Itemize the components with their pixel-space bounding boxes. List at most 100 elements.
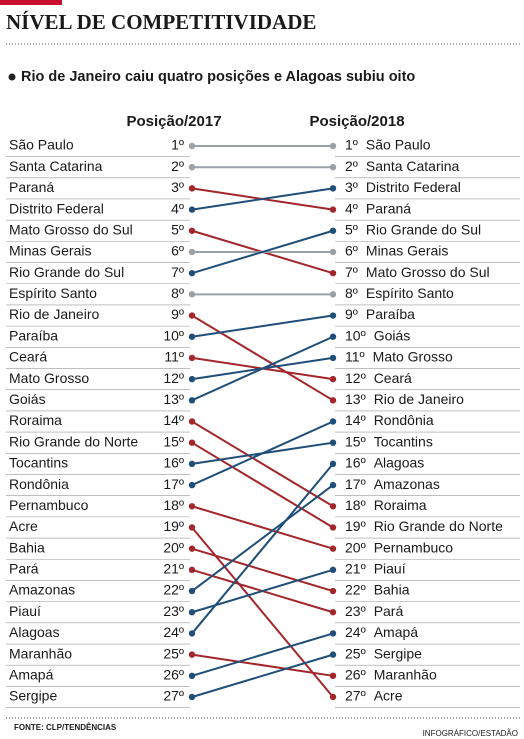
state-name-2018: Rio Grande do Sul xyxy=(366,221,481,237)
state-name-2017: Pará xyxy=(9,561,39,577)
dot-2017 xyxy=(188,269,196,277)
rank-2017: 3º xyxy=(171,179,184,195)
rank-2018: 8º xyxy=(345,285,358,301)
state-name-2017: Distrito Federal xyxy=(9,200,104,216)
state-name-2018: Pernambuco xyxy=(374,539,454,555)
rank-2018: 13º xyxy=(345,391,366,407)
state-name-2017: Tocantins xyxy=(9,455,68,471)
rank-2018: 23º xyxy=(345,603,366,619)
state-name-2017: Sergipe xyxy=(9,688,57,704)
rank-2018: 22º xyxy=(345,582,366,598)
state-name-2018: Tocantins xyxy=(374,433,433,449)
rank-2018: 11º xyxy=(345,349,365,365)
rank-2017: 23º xyxy=(163,603,184,619)
dot-2018 xyxy=(329,524,337,531)
dot-2017 xyxy=(188,163,196,171)
dot-2017 xyxy=(188,185,196,192)
dot-2018 xyxy=(329,545,337,552)
chart-title: NÍVEL DE COMPETITIVIDADE xyxy=(6,10,316,34)
dot-2017 xyxy=(188,503,196,510)
slope-line xyxy=(191,484,334,592)
dot-2018 xyxy=(329,460,337,468)
dot-2018 xyxy=(329,333,337,340)
rank-2017: 19º xyxy=(163,518,184,534)
state-name-2017: Rio Grande do Norte xyxy=(9,433,138,449)
state-name-2018: Rio de Janeiro xyxy=(374,391,464,407)
accent-bar xyxy=(0,0,62,5)
state-name-2017: Maranhão xyxy=(9,645,72,661)
dot-2017 xyxy=(188,693,196,701)
state-name-2018: São Paulo xyxy=(366,137,431,153)
state-name-2017: Piauí xyxy=(9,603,41,619)
rank-2018: 4º xyxy=(345,200,358,216)
dot-2018 xyxy=(329,651,337,658)
dot-2017 xyxy=(188,291,196,298)
slope-line xyxy=(191,314,334,402)
rank-2018: 16º xyxy=(345,455,366,471)
dot-2017 xyxy=(188,672,196,680)
state-name-2018: Minas Gerais xyxy=(366,243,448,259)
state-name-2018: Alagoas xyxy=(374,455,425,471)
rank-2017: 10º xyxy=(163,327,184,343)
rank-2017: 17º xyxy=(163,476,184,492)
dot-2018 xyxy=(329,630,337,637)
slope-line xyxy=(191,441,334,529)
rank-2017: 5º xyxy=(171,221,184,237)
dot-2017 xyxy=(188,545,196,552)
rank-2017: 22º xyxy=(163,582,184,598)
rank-2018: 6º xyxy=(345,243,358,259)
rank-2018: 5º xyxy=(345,221,358,237)
dot-2018 xyxy=(329,206,337,213)
rank-2017: 13º xyxy=(163,391,184,407)
state-name-2017: Mato Grosso xyxy=(9,370,89,386)
slope-line xyxy=(191,505,334,550)
state-name-2018: Espírito Santo xyxy=(366,285,454,301)
state-name-2018: Acre xyxy=(374,688,403,704)
rank-2017: 9º xyxy=(171,306,184,322)
dot-2017 xyxy=(188,524,196,531)
dot-2018 xyxy=(329,397,337,404)
rank-2018: 10º xyxy=(345,327,366,343)
slope-line xyxy=(191,187,334,211)
state-name-2018: Santa Catarina xyxy=(366,158,460,174)
lines xyxy=(191,145,334,698)
rank-2018: 1º xyxy=(345,137,358,153)
dot-2017 xyxy=(188,312,196,319)
dot-2018 xyxy=(329,142,337,150)
slope-line xyxy=(191,653,334,698)
dot-2018 xyxy=(329,354,337,362)
state-name-2017: Espírito Santo xyxy=(9,285,97,301)
rank-2018: 17º xyxy=(345,476,366,492)
dot-2017 xyxy=(188,418,196,425)
dot-2018 xyxy=(329,312,337,319)
dot-2017 xyxy=(188,227,196,234)
left-column-title: Posição/2017 xyxy=(126,113,221,130)
rank-2018: 3º xyxy=(345,179,358,195)
dot-2018 xyxy=(329,418,337,425)
state-name-2017: Minas Gerais xyxy=(9,243,91,259)
slope-line xyxy=(191,229,334,275)
dot-2017 xyxy=(188,630,196,637)
state-name-2018: Paraíba xyxy=(366,306,415,322)
state-name-2018: Amapá xyxy=(374,624,419,640)
rank-2018: 26º xyxy=(345,667,366,683)
rank-2018: 19º xyxy=(345,518,366,534)
state-name-2018: Piauí xyxy=(374,561,406,577)
dot-2018 xyxy=(329,269,337,277)
slope-line xyxy=(191,526,334,698)
dot-2017 xyxy=(188,333,196,340)
state-name-2017: Pernambuco xyxy=(9,497,89,513)
dot-2017 xyxy=(188,142,196,150)
rank-2017: 16º xyxy=(163,455,184,471)
state-name-2017: Paraíba xyxy=(9,327,58,343)
slope-line xyxy=(191,335,334,402)
subtitle: Rio de Janeiro caiu quatro posições e Al… xyxy=(21,69,415,85)
state-name-2017: Santa Catarina xyxy=(9,158,103,174)
state-name-2018: Rondônia xyxy=(374,412,434,428)
slope-line xyxy=(191,632,334,677)
rank-2017: 26º xyxy=(163,667,184,683)
dot-2017 xyxy=(188,587,196,595)
dot-2018 xyxy=(329,248,337,256)
rank-2017: 7º xyxy=(171,264,184,280)
